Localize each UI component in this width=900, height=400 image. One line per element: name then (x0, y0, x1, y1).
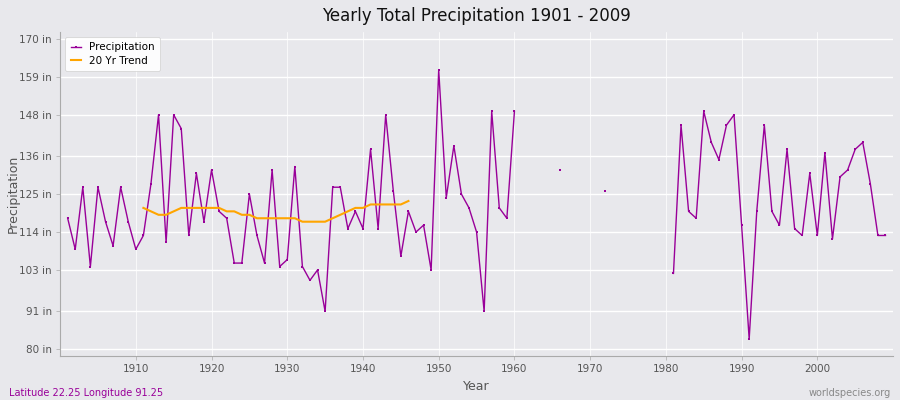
20 Yr Trend (403, 199, 414, 204)
20 Yr Trend (395, 202, 406, 207)
20 Yr Trend (342, 209, 353, 214)
20 Yr Trend (237, 212, 248, 217)
20 Yr Trend (229, 209, 239, 214)
20 Yr Trend (365, 202, 376, 207)
20 Yr Trend (221, 209, 232, 214)
20 Yr Trend (304, 219, 315, 224)
20 Yr Trend (206, 206, 217, 210)
20 Yr Trend (168, 209, 179, 214)
Line: 20 Yr Trend: 20 Yr Trend (143, 201, 409, 222)
Precipitation (501, 216, 512, 221)
20 Yr Trend (297, 219, 308, 224)
20 Yr Trend (199, 206, 210, 210)
Precipitation (122, 219, 133, 224)
Precipitation (335, 185, 346, 190)
Precipitation (509, 109, 520, 114)
20 Yr Trend (335, 212, 346, 217)
20 Yr Trend (274, 216, 285, 221)
Legend: Precipitation, 20 Yr Trend: Precipitation, 20 Yr Trend (66, 37, 160, 71)
20 Yr Trend (373, 202, 383, 207)
20 Yr Trend (328, 216, 338, 221)
Y-axis label: Precipitation: Precipitation (7, 155, 20, 233)
Precipitation (290, 164, 301, 169)
20 Yr Trend (138, 206, 148, 210)
X-axis label: Year: Year (464, 380, 490, 393)
20 Yr Trend (146, 209, 157, 214)
20 Yr Trend (312, 219, 323, 224)
20 Yr Trend (252, 216, 263, 221)
Title: Yearly Total Precipitation 1901 - 2009: Yearly Total Precipitation 1901 - 2009 (322, 7, 631, 25)
20 Yr Trend (259, 216, 270, 221)
20 Yr Trend (213, 206, 224, 210)
20 Yr Trend (161, 212, 172, 217)
Line: Precipitation: Precipitation (67, 68, 886, 340)
Text: worldspecies.org: worldspecies.org (809, 388, 891, 398)
Precipitation (880, 233, 891, 238)
20 Yr Trend (350, 206, 361, 210)
20 Yr Trend (357, 206, 368, 210)
20 Yr Trend (282, 216, 292, 221)
20 Yr Trend (381, 202, 392, 207)
20 Yr Trend (244, 212, 255, 217)
20 Yr Trend (388, 202, 399, 207)
20 Yr Trend (184, 206, 194, 210)
Precipitation (62, 216, 73, 221)
20 Yr Trend (153, 212, 164, 217)
20 Yr Trend (266, 216, 277, 221)
20 Yr Trend (176, 206, 186, 210)
20 Yr Trend (320, 219, 330, 224)
Text: Latitude 22.25 Longitude 91.25: Latitude 22.25 Longitude 91.25 (9, 388, 163, 398)
20 Yr Trend (191, 206, 202, 210)
20 Yr Trend (290, 216, 301, 221)
